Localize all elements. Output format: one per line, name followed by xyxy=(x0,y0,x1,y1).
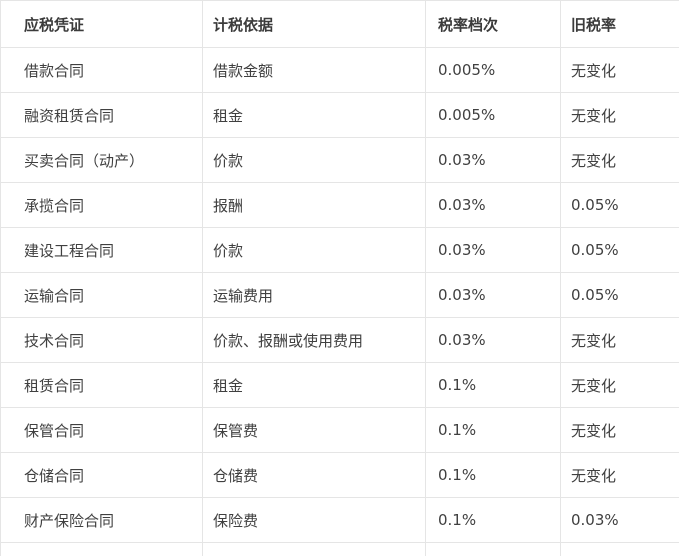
table-cell xyxy=(0,542,203,556)
table-cell: 买卖合同（动产） xyxy=(0,137,203,183)
table-cell: 运输合同 xyxy=(0,272,203,318)
table-cell: 0.1% xyxy=(425,362,561,408)
table-cell: 0.005% xyxy=(425,47,561,93)
table-cell: 价款 xyxy=(202,137,426,183)
table-cell: 无变化 xyxy=(560,317,679,363)
column-header-tax-basis: 计税依据 xyxy=(202,0,426,48)
table-cell: 价款、报酬或使用费用 xyxy=(202,317,426,363)
table-row: 承揽合同 报酬 0.03% 0.05% xyxy=(0,182,679,228)
table-cell: 0.05% xyxy=(560,182,679,228)
table-cell: 承揽合同 xyxy=(0,182,203,228)
column-header-tax-rate-level: 税率档次 xyxy=(425,0,561,48)
column-header-old-tax-rate: 旧税率 xyxy=(560,0,679,48)
table-cell: 无变化 xyxy=(560,452,679,498)
table-cell: 0.1% xyxy=(425,407,561,453)
table-cell: 借款金额 xyxy=(202,47,426,93)
table-header: 应税凭证 计税依据 税率档次 旧税率 xyxy=(0,0,679,48)
table-cell: 0.03% xyxy=(425,317,561,363)
column-header-taxable-certificate: 应税凭证 xyxy=(0,0,203,48)
table-cell: 建设工程合同 xyxy=(0,227,203,273)
table-row: 仓储合同 仓储费 0.1% 无变化 xyxy=(0,452,679,498)
table-cell: 无变化 xyxy=(560,47,679,93)
table-cell: 租金 xyxy=(202,92,426,138)
table-cell: 融资租赁合同 xyxy=(0,92,203,138)
table-cell: 0.03% xyxy=(425,227,561,273)
table-row: 借款合同 借款金额 0.005% 无变化 xyxy=(0,47,679,93)
table-row: 运输合同 运输费用 0.03% 0.05% xyxy=(0,272,679,318)
table-cell: 报酬 xyxy=(202,182,426,228)
table-row: 技术合同 价款、报酬或使用费用 0.03% 无变化 xyxy=(0,317,679,363)
table-cell: 保管费 xyxy=(202,407,426,453)
table-cell: 0.005% xyxy=(425,92,561,138)
table-cell xyxy=(425,542,561,556)
table-row: 保管合同 保管费 0.1% 无变化 xyxy=(0,407,679,453)
header-row: 应税凭证 计税依据 税率档次 旧税率 xyxy=(0,0,679,48)
table-cell: 运输费用 xyxy=(202,272,426,318)
table-cell: 无变化 xyxy=(560,407,679,453)
table-cell: 租金 xyxy=(202,362,426,408)
table-cell: 财产保险合同 xyxy=(0,497,203,543)
table-cell: 无变化 xyxy=(560,92,679,138)
table-cell xyxy=(202,542,426,556)
table-cell: 0.05% xyxy=(560,272,679,318)
table-cell: 0.03% xyxy=(425,182,561,228)
table-cell: 价款 xyxy=(202,227,426,273)
table-row: 融资租赁合同 租金 0.005% 无变化 xyxy=(0,92,679,138)
table-cell: 保险费 xyxy=(202,497,426,543)
table-cell: 仓储合同 xyxy=(0,452,203,498)
table-body: 借款合同 借款金额 0.005% 无变化 融资租赁合同 租金 0.005% 无变化 买卖合同（动… xyxy=(0,47,679,556)
table-cell: 技术合同 xyxy=(0,317,203,363)
table-cell xyxy=(560,542,679,556)
table-cell: 租赁合同 xyxy=(0,362,203,408)
table-cell: 仓储费 xyxy=(202,452,426,498)
table-row: 财产保险合同 保险费 0.1% 0.03% xyxy=(0,497,679,543)
table-row: 租赁合同 租金 0.1% 无变化 xyxy=(0,362,679,408)
table-cell: 0.03% xyxy=(425,137,561,183)
table-row: 建设工程合同 价款 0.03% 0.05% xyxy=(0,227,679,273)
table-cell: 0.1% xyxy=(425,452,561,498)
table-row xyxy=(0,542,679,556)
table-cell: 0.03% xyxy=(560,497,679,543)
table-cell: 0.05% xyxy=(560,227,679,273)
table-cell: 借款合同 xyxy=(0,47,203,93)
table-row: 买卖合同（动产） 价款 0.03% 无变化 xyxy=(0,137,679,183)
table-cell: 保管合同 xyxy=(0,407,203,453)
table-cell: 无变化 xyxy=(560,362,679,408)
table-cell: 0.03% xyxy=(425,272,561,318)
table-cell: 0.1% xyxy=(425,497,561,543)
table-cell: 无变化 xyxy=(560,137,679,183)
